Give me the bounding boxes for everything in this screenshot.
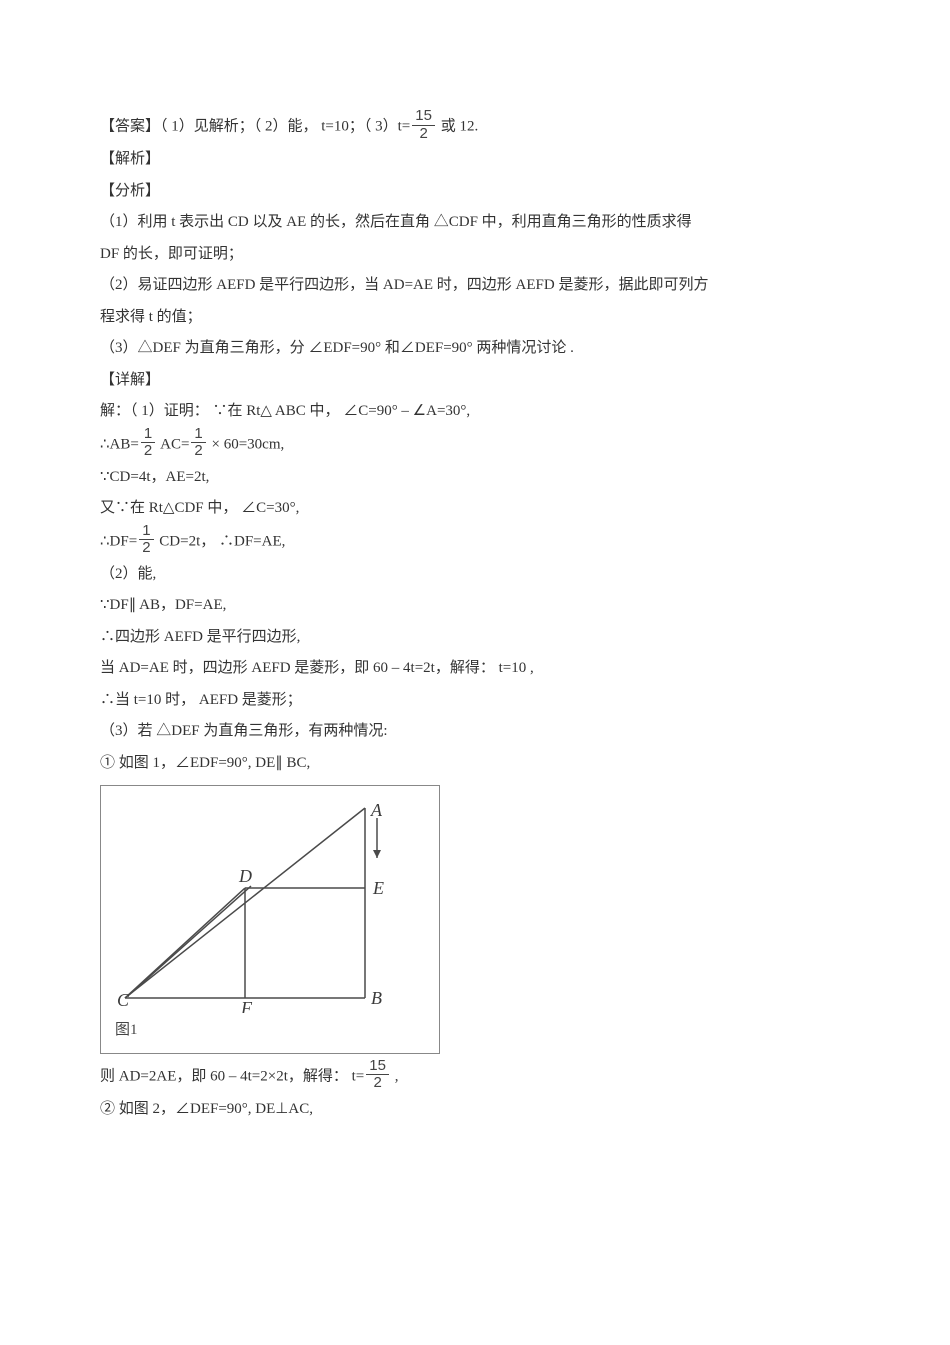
svg-text:A: A — [370, 800, 383, 820]
ab-frac1: 12 — [141, 426, 155, 460]
ad2ae-frac: 152 — [366, 1058, 389, 1092]
case2-line: ② 如图 2，∠DEF=90°, DE⊥AC, — [100, 1094, 850, 1126]
ad2ae-line: 则 AD=2AE，即 60 – 4t=2×2t，解得： t=152 , — [100, 1060, 850, 1094]
svg-text:F: F — [240, 998, 253, 1013]
dfab-line: ∵DF∥ AB，DF=AE, — [100, 590, 850, 622]
answer-line: 【答案】（ 1）见解析；（ 2）能， t=10；（ 3）t=152 或 12. — [100, 110, 850, 144]
t10-line: ∴当 t=10 时， AEFD 是菱形； — [100, 685, 850, 717]
rtc-line: 又∵在 Rt△CDF 中， ∠C=30°, — [100, 493, 850, 525]
svg-text:B: B — [371, 988, 382, 1008]
svg-text:D: D — [238, 866, 252, 886]
solution-step1: 解：（ 1）证明： ∵在 Rt△ ABC 中， ∠C=90° – ∠A=30°, — [100, 396, 850, 428]
analysis-p1a: （1）利用 t 表示出 CD 以及 AE 的长，然后在直角 △CDF 中，利用直… — [100, 207, 850, 239]
ab-suffix: × 60=30cm, — [208, 436, 285, 452]
svg-text:E: E — [372, 878, 384, 898]
heading-jiexi: 【解析】 — [100, 144, 850, 176]
heading-fenxi: 【分析】 — [100, 176, 850, 208]
df-line: ∴DF=12 CD=2t， ∴DF=AE, — [100, 525, 850, 559]
figure-1-caption: 图1 — [115, 1015, 429, 1047]
analysis-p1b: DF 的长，即可证明； — [100, 239, 850, 271]
df-frac: 12 — [139, 523, 153, 557]
answer-prefix: 【答案】（ 1）见解析；（ 2）能， t=10；（ 3）t= — [100, 118, 410, 134]
df-suffix: CD=2t， ∴DF=AE, — [156, 533, 286, 549]
figure-1-box: A E B F C D 图1 — [100, 785, 440, 1054]
analysis-p2a: （2）易证四边形 AEFD 是平行四边形，当 AD=AE 时，四边形 AEFD … — [100, 270, 850, 302]
answer-frac: 152 — [412, 108, 435, 142]
solution-step3: （3）若 △DEF 为直角三角形，有两种情况: — [100, 716, 850, 748]
ad2ae-suffix: , — [391, 1068, 399, 1084]
analysis-p2b: 程求得 t 的值； — [100, 302, 850, 334]
parallelogram-line: ∴四边形 AEFD 是平行四边形, — [100, 622, 850, 654]
figure-1-diagram: A E B F C D — [115, 798, 415, 1013]
analysis-p3: （3）△DEF 为直角三角形，分 ∠EDF=90° 和∠DEF=90° 两种情况… — [100, 333, 850, 365]
ad2ae-prefix: 则 AD=2AE，即 60 – 4t=2×2t，解得： t= — [100, 1068, 364, 1084]
adae-line: 当 AD=AE 时，四边形 AEFD 是菱形，即 60 – 4t=2t，解得： … — [100, 653, 850, 685]
df-prefix: ∴DF= — [100, 533, 137, 549]
case1-line: ① 如图 1，∠EDF=90°, DE∥ BC, — [100, 748, 850, 780]
ab-frac2: 12 — [191, 426, 205, 460]
cd-line: ∵CD=4t，AE=2t, — [100, 462, 850, 494]
solution-step2: （2）能, — [100, 559, 850, 591]
ab-mid: AC= — [157, 436, 189, 452]
answer-suffix: 或 12. — [437, 118, 478, 134]
svg-text:C: C — [117, 990, 130, 1010]
ab-line: ∴AB=12 AC=12 × 60=30cm, — [100, 428, 850, 462]
ab-prefix: ∴AB= — [100, 436, 139, 452]
heading-xiangjie: 【详解】 — [100, 365, 850, 397]
